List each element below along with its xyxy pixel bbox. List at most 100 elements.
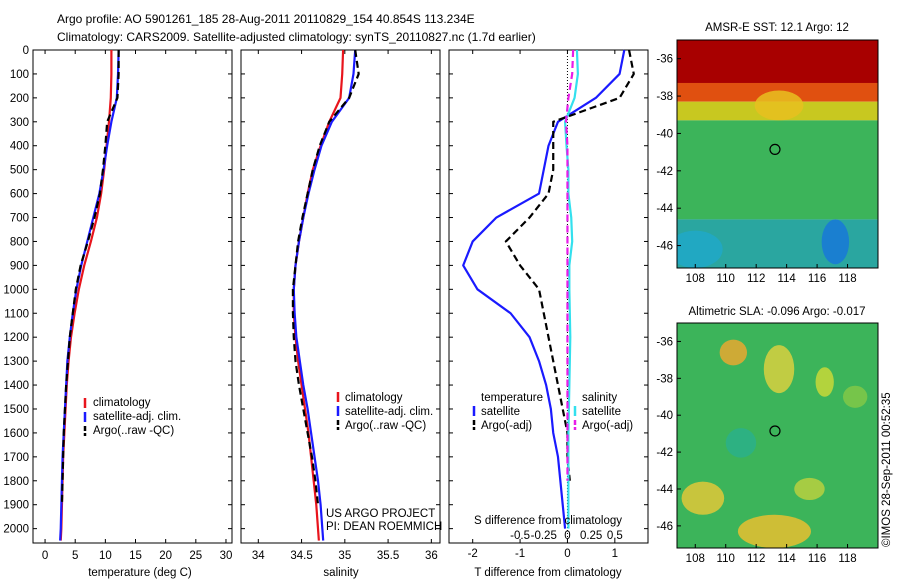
y-tick-label: -46	[656, 521, 673, 533]
sla-map-title: Altimetric SLA: -0.096 Argo: -0.017	[688, 306, 865, 318]
x-tick-label: 114	[777, 553, 796, 565]
series-black	[60, 50, 120, 505]
s-tick-label: 0.25	[580, 530, 602, 542]
legend-argo: Argo(..raw -QC)	[93, 425, 174, 437]
x-tick-label: 34.5	[290, 550, 312, 562]
y-tick-label: 1300	[3, 356, 29, 368]
y-tick-label: 300	[10, 117, 29, 129]
y-tick-label: -36	[656, 54, 673, 66]
legend-argo: Argo(..raw -QC)	[345, 420, 426, 432]
x-tick-label: 118	[838, 273, 856, 285]
x-tick-label: 114	[777, 273, 796, 285]
legend-satellite: satellite-adj. clim.	[93, 411, 181, 423]
series-blue	[462, 49, 626, 529]
field-blob	[794, 477, 825, 501]
salinity-legend: climatology satellite-adj. clim. Argo(..…	[336, 392, 433, 432]
series-magenta	[564, 49, 575, 481]
field-blob	[719, 339, 748, 366]
sst-map-panel: AMSR-E SST: 12.1 Argo: 12 108 110 112 114 11…	[656, 22, 879, 285]
x-tick-label: 25	[189, 550, 202, 562]
x-tick-label: 5	[72, 550, 78, 562]
y-tick-label: 900	[10, 260, 29, 272]
field-band	[677, 120, 878, 220]
legend-t-satellite: satellite	[481, 406, 520, 418]
y-tick-label: 1900	[3, 500, 29, 512]
map-frame	[676, 39, 879, 269]
x-tick-label: 1	[612, 548, 618, 560]
salinity-axes	[240, 49, 441, 544]
y-tick-label: -38	[656, 91, 673, 103]
s-tick-label: 0.5	[607, 530, 623, 542]
y-tick-label: 1700	[3, 452, 29, 464]
y-tick-label: 800	[10, 236, 29, 248]
y-tick-label: 1100	[4, 308, 29, 320]
y-tick-label: 1400	[3, 380, 29, 392]
argo-location-marker	[769, 143, 781, 156]
x-tick-label: 36	[425, 550, 438, 562]
map-frame	[676, 322, 879, 549]
x-tick-label: -2	[468, 548, 478, 560]
salinity-plot: 34 34.5 35 35.5 36	[241, 49, 440, 562]
series-black	[504, 49, 635, 481]
y-tick-label: 200	[10, 93, 29, 105]
salinity-xlabel: salinity	[323, 567, 358, 579]
s-difference-xlabel: S difference from climatology	[474, 515, 622, 527]
y-tick-label: -40	[656, 128, 673, 140]
sla-map: 108 110 112 114 116 118 -36 -38 -40 -42 -44 -46	[656, 322, 879, 565]
map-field	[677, 40, 878, 268]
timestamp: ©IMOS 28-Sep-2011 00:52:35	[881, 392, 893, 547]
y-tick-label: 2000	[3, 524, 29, 536]
x-tick-label: 10	[99, 550, 112, 562]
difference-axes	[448, 49, 649, 544]
y-tick-label: -44	[656, 203, 673, 215]
sla-map-panel: Altimetric SLA: -0.096 Argo: -0.017 108 1…	[656, 306, 879, 565]
s-difference-ticks: -0.5 -0.25 0 0.25 0.5	[510, 530, 623, 542]
x-tick-label: 110	[717, 273, 735, 285]
s-tick-label: -0.25	[531, 530, 557, 542]
s-tick-label: -0.5	[510, 530, 530, 542]
x-tick-label: 108	[686, 273, 705, 285]
y-tick-label: 1600	[3, 428, 29, 440]
y-tick-label: 700	[10, 213, 29, 225]
x-tick-label: 20	[159, 550, 172, 562]
title-line-1: Argo profile: AO 5901261_185 28-Aug-2011…	[57, 12, 475, 26]
field-blob	[681, 481, 725, 515]
legend-s-argo: Argo(-adj)	[582, 420, 633, 432]
field-blob	[725, 428, 757, 458]
field-band	[677, 40, 878, 83]
temperature-panel: 0 5 10 15 20 25 300100200300400500600700800900…	[3, 45, 233, 579]
s-tick-label: 0	[564, 530, 570, 542]
project-label: US ARGO PROJECT	[326, 508, 435, 520]
sst-map: 108 110 112 114 116 118 -36 -38 -40 -42 -44 -46	[656, 39, 879, 285]
difference-legend: temperature satellite Argo(-adj) salinit…	[472, 392, 633, 432]
field-blob	[815, 367, 834, 397]
difference-plot: -2 -1 0 1	[449, 49, 648, 560]
y-tick-label: -46	[656, 241, 673, 253]
y-tick-label: 0	[23, 45, 29, 57]
x-tick-label: 112	[747, 273, 765, 285]
x-tick-label: 116	[808, 553, 826, 565]
y-tick-label: 1500	[3, 404, 29, 416]
x-tick-label: 34	[252, 550, 265, 562]
field-blob	[763, 345, 795, 394]
y-tick-label: -38	[656, 373, 673, 385]
field-blob	[754, 90, 804, 121]
t-difference-xlabel: T difference from climatology	[474, 567, 621, 579]
field-blob	[737, 514, 811, 548]
legend-temperature-head: temperature	[481, 392, 543, 404]
temperature-legend: climatology satellite-adj. clim. Argo(..…	[83, 397, 181, 437]
x-tick-label: 110	[717, 553, 735, 565]
y-tick-label: 100	[10, 69, 29, 81]
legend-s-satellite: satellite	[582, 406, 621, 418]
legend-t-argo: Argo(-adj)	[481, 420, 532, 432]
field-blob	[842, 385, 868, 408]
legend-climatology: climatology	[345, 392, 403, 404]
series-blue	[292, 49, 357, 541]
pi-label: PI: DEAN ROEMMICH	[326, 521, 442, 533]
y-tick-label: -42	[656, 447, 673, 459]
x-tick-label: 118	[838, 553, 856, 565]
x-tick-label: 108	[686, 553, 705, 565]
y-tick-label: -42	[656, 166, 673, 178]
temperature-xlabel: temperature (deg C)	[88, 567, 192, 579]
